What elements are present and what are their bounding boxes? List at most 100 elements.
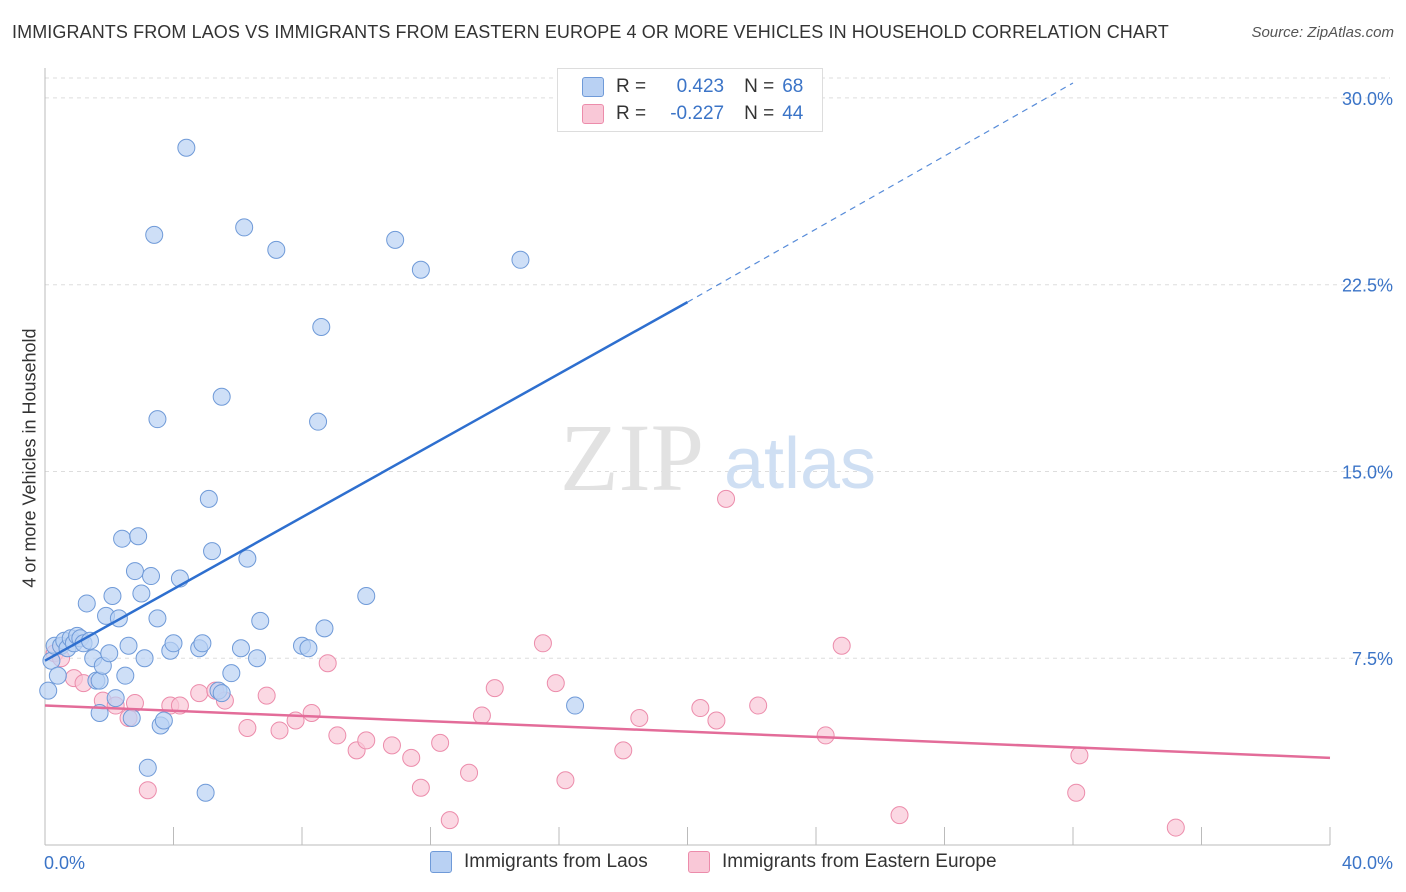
data-point-eastern-europe bbox=[630, 708, 649, 727]
data-point-eastern-europe bbox=[257, 686, 276, 705]
legend-swatch-eeurope bbox=[582, 104, 604, 124]
y-tick-label: 7.5% bbox=[1352, 649, 1393, 669]
data-point-laos bbox=[77, 594, 96, 613]
data-point-laos bbox=[315, 619, 334, 638]
data-point-laos bbox=[566, 696, 585, 715]
data-point-laos bbox=[48, 666, 67, 685]
data-point-eastern-europe bbox=[556, 771, 575, 790]
data-point-laos bbox=[309, 412, 328, 431]
data-point-eastern-europe bbox=[411, 778, 430, 797]
data-point-eastern-europe bbox=[357, 731, 376, 750]
x-tick-label: 0.0% bbox=[44, 853, 85, 873]
watermark-atlas: atlas bbox=[724, 424, 876, 504]
legend-n-value-eeurope: 44 bbox=[782, 103, 804, 124]
legend-row-eeurope: R = -0.227 N = 44 bbox=[582, 102, 803, 126]
data-point-laos bbox=[312, 318, 331, 337]
trend-lines bbox=[44, 82, 1331, 760]
data-point-eastern-europe bbox=[440, 811, 459, 830]
x-tick-label: 40.0% bbox=[1342, 853, 1393, 873]
data-point-laos bbox=[142, 567, 161, 586]
trend-line-eastern-europe bbox=[44, 704, 1331, 760]
data-point-laos bbox=[122, 708, 141, 727]
data-point-laos bbox=[145, 225, 164, 244]
data-point-laos bbox=[511, 250, 530, 269]
y-tick-label: 22.5% bbox=[1342, 276, 1393, 296]
series-laos bbox=[39, 138, 585, 802]
data-point-eastern-europe bbox=[890, 806, 909, 825]
data-point-laos bbox=[235, 218, 254, 237]
tick-labels: 7.5% 15.0% 22.5% 30.0% 0.0% 40.0% bbox=[44, 89, 1393, 873]
data-point-eastern-europe bbox=[431, 733, 450, 752]
data-point-eastern-europe bbox=[472, 706, 491, 725]
data-point-eastern-europe bbox=[717, 489, 736, 508]
data-point-laos bbox=[386, 230, 405, 249]
data-point-laos bbox=[212, 684, 231, 703]
data-point-laos bbox=[222, 664, 241, 683]
y-tick-label: 30.0% bbox=[1342, 89, 1393, 109]
data-point-eastern-europe bbox=[1067, 783, 1086, 802]
data-point-laos bbox=[100, 644, 119, 663]
data-point-laos bbox=[39, 681, 58, 700]
data-point-laos bbox=[203, 542, 222, 561]
y-axis-label: 4 or more Vehicles in Household bbox=[19, 328, 40, 588]
data-point-laos bbox=[164, 634, 183, 653]
data-point-laos bbox=[148, 609, 167, 628]
legend-swatch-laos bbox=[582, 77, 604, 97]
trend-line-laos bbox=[44, 301, 689, 662]
data-point-laos bbox=[238, 549, 257, 568]
data-point-eastern-europe bbox=[190, 684, 209, 703]
data-point-laos bbox=[231, 639, 250, 658]
data-point-laos bbox=[177, 138, 196, 157]
data-point-laos bbox=[90, 671, 109, 690]
data-point-eastern-europe bbox=[270, 721, 289, 740]
data-point-laos bbox=[119, 636, 138, 655]
data-point-eastern-europe bbox=[485, 679, 504, 698]
data-point-eastern-europe bbox=[328, 726, 347, 745]
data-point-laos bbox=[135, 649, 154, 668]
legend-n-label: N = bbox=[744, 76, 775, 97]
data-point-laos bbox=[193, 634, 212, 653]
data-point-laos bbox=[196, 783, 215, 802]
watermark: ZIP atlas bbox=[560, 404, 876, 511]
legend-item-eeurope[interactable]: Immigrants from Eastern Europe bbox=[688, 851, 997, 873]
data-point-eastern-europe bbox=[832, 636, 851, 655]
data-point-laos bbox=[129, 527, 148, 546]
chart-title: IMMIGRANTS FROM LAOS VS IMMIGRANTS FROM … bbox=[12, 22, 1169, 42]
data-point-eastern-europe bbox=[533, 634, 552, 653]
legend-row-laos: R = 0.423 N = 68 bbox=[582, 75, 803, 99]
legend-swatch-laos bbox=[430, 851, 452, 873]
data-point-eastern-europe bbox=[318, 654, 337, 673]
legend-label-eeurope: Immigrants from Eastern Europe bbox=[722, 851, 997, 872]
legend-n-label: N = bbox=[744, 103, 775, 124]
data-point-laos bbox=[113, 529, 132, 548]
data-point-laos bbox=[103, 586, 122, 605]
data-point-laos bbox=[125, 562, 144, 581]
data-point-eastern-europe bbox=[614, 741, 633, 760]
data-point-eastern-europe bbox=[238, 718, 257, 737]
data-point-eastern-europe bbox=[460, 763, 479, 782]
watermark-zip: ZIP bbox=[560, 404, 704, 511]
legend-r-label: R = bbox=[616, 103, 647, 124]
legend-r-value-laos: 0.423 bbox=[676, 76, 725, 97]
series-legend: Immigrants from Laos Immigrants from Eas… bbox=[0, 851, 1406, 877]
data-point-eastern-europe bbox=[382, 736, 401, 755]
data-point-laos bbox=[251, 611, 270, 630]
data-point-eastern-europe bbox=[138, 781, 157, 800]
data-point-laos bbox=[106, 689, 125, 708]
data-point-laos bbox=[199, 489, 218, 508]
data-point-laos bbox=[248, 649, 267, 668]
series-eastern-europe bbox=[45, 489, 1185, 837]
legend-item-laos[interactable]: Immigrants from Laos bbox=[430, 851, 648, 873]
data-point-eastern-europe bbox=[816, 726, 835, 745]
source-credit: Source: ZipAtlas.com bbox=[1251, 24, 1394, 41]
data-point-eastern-europe bbox=[749, 696, 768, 715]
data-point-eastern-europe bbox=[546, 674, 565, 693]
data-point-laos bbox=[132, 584, 151, 603]
legend-swatch-eeurope bbox=[688, 851, 710, 873]
data-point-eastern-europe bbox=[707, 711, 726, 730]
data-point-laos bbox=[357, 586, 376, 605]
grid-lines bbox=[45, 77, 1390, 659]
data-point-laos bbox=[212, 387, 231, 406]
data-point-laos bbox=[154, 711, 173, 730]
